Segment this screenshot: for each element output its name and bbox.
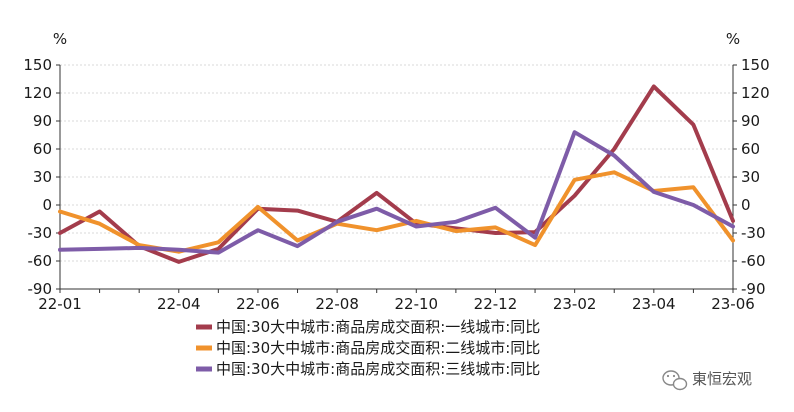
wechat-icon: [662, 370, 688, 391]
watermark-text: 東恒宏观: [692, 370, 752, 388]
y-left-tick-label: -30: [28, 224, 53, 242]
series-line-2: [58, 170, 735, 254]
legend-label: 中国:30大中城市:商品房成交面积:一线城市:同比: [216, 318, 540, 336]
y-left-unit: %: [53, 30, 67, 48]
x-tick-label: 22-06: [236, 295, 280, 313]
y-right-tick-label: 150: [741, 56, 770, 74]
y-left-tick-label: 30: [33, 168, 52, 186]
x-tick-label: 23-06: [711, 295, 755, 313]
y-left-tick-label: 0: [42, 196, 52, 214]
y-left-tick-label: -90: [28, 280, 53, 298]
series-lines: [58, 84, 735, 264]
y-right-tick-label: -90: [741, 280, 766, 298]
x-tick-label: 23-04: [632, 295, 676, 313]
y-right-unit: %: [726, 30, 740, 48]
y-left-tick-label: 60: [33, 140, 52, 158]
legend: 中国:30大中城市:商品房成交面积:一线城市:同比中国:30大中城市:商品房成交…: [196, 318, 540, 378]
series-line-1: [58, 84, 735, 264]
x-tick-label: 23-02: [553, 295, 597, 313]
x-tick-label: 22-12: [474, 295, 518, 313]
legend-label: 中国:30大中城市:商品房成交面积:二线城市:同比: [216, 339, 540, 357]
y-left-ticks: 150 120 90 60 30 0 -30 -60 -90: [23, 56, 60, 298]
y-left-tick-label: 90: [33, 112, 52, 130]
x-tick-label: 22-04: [157, 295, 201, 313]
y-left-tick-label: 120: [23, 84, 52, 102]
y-left-tick-label: -60: [28, 252, 53, 270]
y-right-tick-label: 0: [741, 196, 751, 214]
x-ticks: 22-01 22-04 22-06 22-08 22-10 22-12 23-02 23-04…: [38, 289, 755, 313]
legend-label: 中国:30大中城市:商品房成交面积:三线城市:同比: [216, 360, 540, 378]
y-right-tick-label: 60: [741, 140, 760, 158]
x-tick-label: 22-10: [394, 295, 438, 313]
series-line-3: [58, 130, 735, 255]
y-left-tick-label: 150: [23, 56, 52, 74]
y-right-tick-label: 30: [741, 168, 760, 186]
x-tick-label: 22-01: [38, 295, 82, 313]
y-right-ticks: 150 120 90 60 30 0 -30 -60 -90: [733, 56, 770, 298]
y-right-tick-label: 120: [741, 84, 770, 102]
watermark: 東恒宏观: [662, 370, 752, 391]
x-tick-label: 22-08: [315, 295, 359, 313]
y-right-tick-label: -60: [741, 252, 766, 270]
y-right-tick-label: -30: [741, 224, 766, 242]
y-right-tick-label: 90: [741, 112, 760, 130]
